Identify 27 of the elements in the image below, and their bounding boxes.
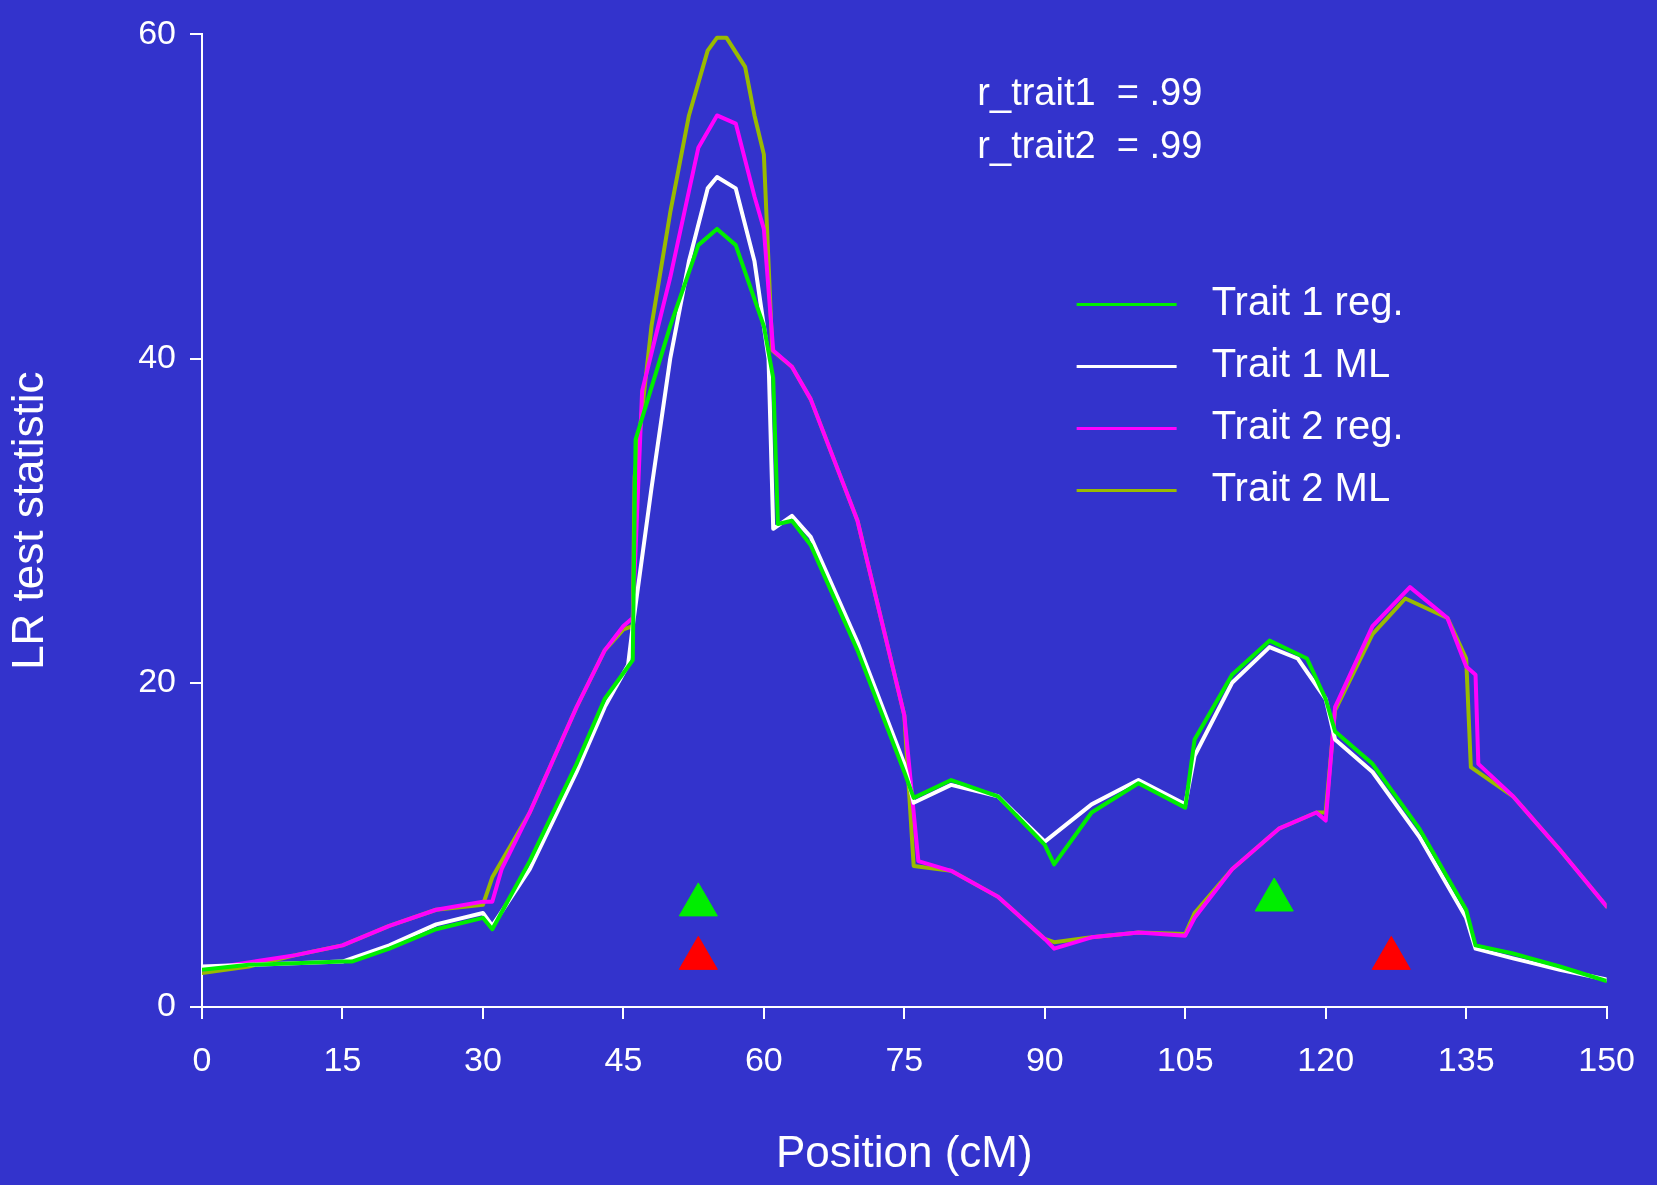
- x-tick-label: 135: [1437, 1039, 1495, 1078]
- x-tick-label: 60: [744, 1039, 783, 1078]
- x-tick-label: 15: [323, 1039, 362, 1078]
- x-axis-title: Position (cM): [775, 1126, 1033, 1176]
- y-tick-label: 60: [138, 12, 176, 51]
- x-tick-label: 75: [885, 1039, 924, 1078]
- x-tick-label: 0: [192, 1039, 212, 1078]
- legend-label: Trait 2 ML: [1211, 465, 1391, 510]
- point: [1371, 935, 1411, 970]
- point: [1254, 877, 1294, 912]
- x-tick-label: 105: [1156, 1039, 1214, 1078]
- x-tick-label: 150: [1578, 1039, 1635, 1078]
- annotation: r_trait2 = .99: [977, 123, 1203, 166]
- y-tick-label: 0: [157, 985, 176, 1024]
- x-tick-label: 90: [1025, 1039, 1064, 1078]
- legend-label: Trait 2 reg.: [1211, 403, 1404, 448]
- x-tick-label: 30: [464, 1039, 502, 1078]
- legend-label: Trait 1 ML: [1211, 341, 1391, 386]
- point: [678, 882, 718, 917]
- annotation: r_trait1 = .99: [977, 70, 1203, 113]
- x-tick-label: 120: [1297, 1039, 1355, 1078]
- x-tick-label: 45: [604, 1039, 643, 1078]
- point: [678, 935, 718, 970]
- y-axis-title: LR test statistic: [2, 371, 52, 670]
- legend-label: Trait 1 reg.: [1211, 279, 1404, 324]
- y-tick-label: 40: [138, 336, 176, 375]
- y-tick-label: 20: [138, 661, 176, 700]
